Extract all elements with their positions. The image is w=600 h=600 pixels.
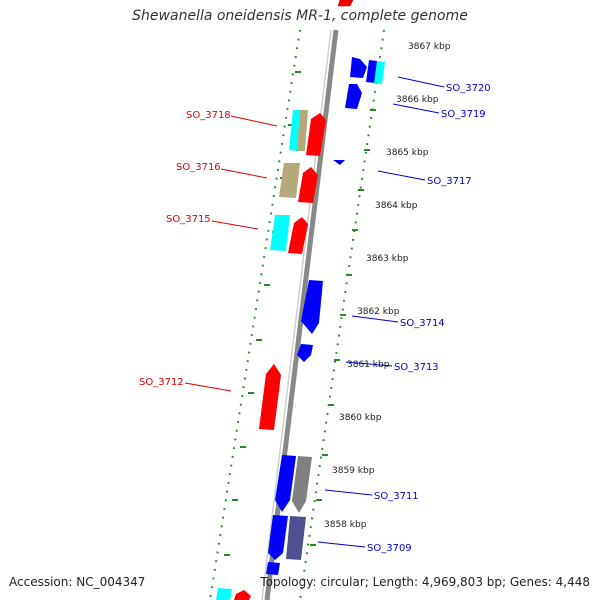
gene-label-so-3715[interactable]: SO_3715 bbox=[166, 214, 211, 225]
genome-title: Shewanella oneidensis MR-1, complete gen… bbox=[132, 8, 468, 24]
kbp-label: 3862 kbp bbox=[357, 307, 400, 317]
gene-so-3720-b[interactable] bbox=[366, 60, 377, 83]
left-leaders bbox=[184, 115, 278, 392]
kbp-label: 3861 kbp bbox=[347, 360, 390, 370]
right-labels[interactable]: SO_3720 SO_3719 SO_3717 SO_3714 SO_3713 … bbox=[367, 83, 491, 554]
gene-so-3720-c[interactable] bbox=[374, 61, 385, 84]
gene-so-3715-b[interactable] bbox=[288, 217, 308, 254]
gene-so-3716-a[interactable] bbox=[279, 163, 300, 198]
gene-label-so-3714[interactable]: SO_3714 bbox=[400, 318, 445, 329]
gene-so-3718-a[interactable] bbox=[289, 110, 300, 151]
gene-label-so-3717[interactable]: SO_3717 bbox=[427, 176, 472, 187]
gene-so-3711-b[interactable] bbox=[292, 456, 312, 513]
genome-summary: Topology: circular; Length: 4,969,803 bp… bbox=[260, 575, 590, 589]
gene-label-so-3716[interactable]: SO_3716 bbox=[176, 162, 221, 173]
kbp-scale: 3867 kbp 3866 kbp 3865 kbp 3864 kbp 3863… bbox=[324, 42, 451, 530]
kbp-label: 3867 kbp bbox=[408, 42, 451, 52]
gene-so-3717[interactable] bbox=[333, 160, 345, 165]
left-labels[interactable]: SO_3718 SO_3716 SO_3715 SO_3712 bbox=[139, 110, 231, 388]
gene-so-3709-a[interactable] bbox=[268, 515, 288, 560]
gene-so-3716-b[interactable] bbox=[298, 167, 318, 203]
gene-so-3715-a[interactable] bbox=[270, 215, 290, 251]
gene-so-3720-a[interactable] bbox=[350, 57, 367, 78]
gene-so-3709-b[interactable] bbox=[286, 516, 306, 560]
gene-label-so-3719[interactable]: SO_3719 bbox=[441, 109, 486, 120]
kbp-label: 3863 kbp bbox=[366, 254, 409, 264]
accession-label: Accession: NC_004347 bbox=[9, 575, 146, 589]
kbp-label: 3858 kbp bbox=[324, 520, 367, 530]
gene-so-3713[interactable] bbox=[297, 344, 313, 362]
gene-so-3718-b[interactable] bbox=[297, 110, 308, 151]
kbp-label: 3866 kbp bbox=[396, 95, 439, 105]
gene-features[interactable] bbox=[216, 0, 385, 600]
gene-so-3714[interactable] bbox=[301, 280, 323, 334]
gene-bottom-red[interactable] bbox=[234, 590, 251, 600]
kbp-label: 3865 kbp bbox=[386, 148, 429, 158]
gene-bottom-cyan[interactable] bbox=[216, 588, 232, 600]
kbp-label: 3860 kbp bbox=[339, 413, 382, 423]
gene-label-so-3712[interactable]: SO_3712 bbox=[139, 377, 184, 388]
gene-top-partial[interactable] bbox=[337, 0, 354, 7]
gene-so-3712[interactable] bbox=[259, 364, 281, 430]
gene-label-so-3718[interactable]: SO_3718 bbox=[186, 110, 231, 121]
gene-label-so-3711[interactable]: SO_3711 bbox=[374, 491, 419, 502]
kbp-label: 3859 kbp bbox=[332, 466, 375, 476]
gene-label-so-3709[interactable]: SO_3709 bbox=[367, 543, 412, 554]
gene-so-3711-a[interactable] bbox=[275, 455, 296, 512]
gene-label-so-3720[interactable]: SO_3720 bbox=[446, 83, 491, 94]
gene-so-3719[interactable] bbox=[345, 84, 362, 109]
gene-bottom-blue[interactable] bbox=[266, 562, 280, 575]
kbp-label: 3864 kbp bbox=[375, 201, 418, 211]
gene-label-so-3713[interactable]: SO_3713 bbox=[394, 362, 439, 373]
right-leaders bbox=[317, 76, 445, 548]
gene-so-3718-c[interactable] bbox=[306, 113, 326, 156]
